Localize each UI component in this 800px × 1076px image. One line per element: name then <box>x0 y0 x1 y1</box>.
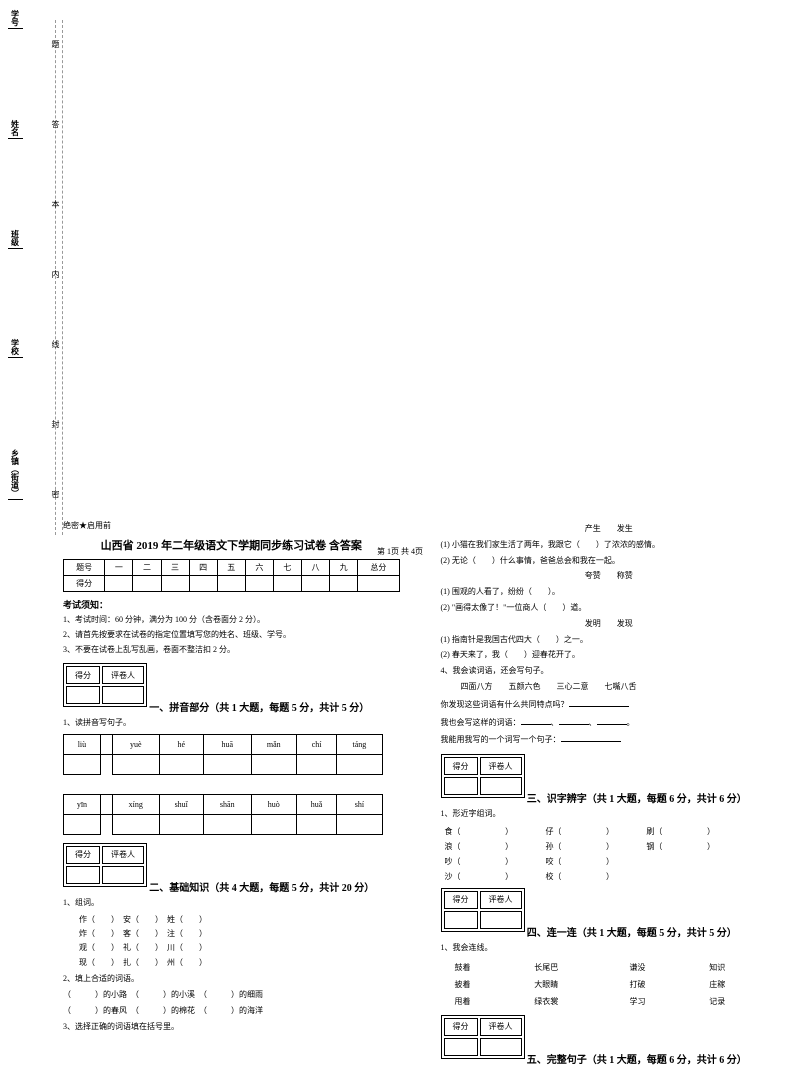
sec4-q1: 1、我会连线。 <box>441 942 778 955</box>
q4-l2: 我也会写这样的词语：、、。 <box>441 715 778 730</box>
sec2-title: 二、基础知识（共 4 大题，每题 5 分，共计 20 分） <box>149 883 374 894</box>
dash-ti: 题 <box>50 40 61 48</box>
dash-ben: 本 <box>50 200 61 208</box>
sec4-title: 四、连一连（共 1 大题，每题 5 分，共计 5 分） <box>527 928 737 939</box>
eval-box-2: 得分评卷人 <box>63 843 147 887</box>
r2-1: (1) 围观的人看了，纷纷（ ）。 <box>441 586 778 599</box>
side-xiangzhen: 乡镇（街道） <box>8 449 23 500</box>
pinyin-table: liùyuèhéhuāmǎnchítáng yīnxíngshuǐshānhuò… <box>63 734 383 835</box>
side-xuexiao: 学校 <box>8 339 23 358</box>
eval-box-4: 得分评卷人 <box>441 888 525 932</box>
fill-2: （ ）的春风 （ ）的棉花 （ ）的海洋 <box>63 1005 400 1018</box>
conn-table: 鼓着长尾巴谦没知识 披着大眼睛打破庄稼 甩着绿衣裳学习记录 <box>441 958 778 1011</box>
q4-l1: 你发现这些词语有什么共同特点吗？ <box>441 697 778 712</box>
dash-mi: 密 <box>50 490 61 498</box>
sec1-title: 一、拼音部分（共 1 大题，每题 5 分，共计 5 分） <box>149 703 369 714</box>
score-value-row: 得分 <box>64 576 400 592</box>
side-xingming: 姓名 <box>8 120 23 139</box>
sec2-q2: 2、填上合适的词语。 <box>63 973 400 986</box>
eval-box-1: 得分评卷人 <box>63 663 147 707</box>
notice-title: 考试须知： <box>63 598 400 611</box>
fill-1: （ ）的小路 （ ）的小溪 （ ）的细雨 <box>63 989 400 1002</box>
r3-2: (2) 春天来了，我（ ）迎春花开了。 <box>441 649 778 662</box>
side-banji: 班级 <box>8 230 23 249</box>
dash-xian: 线 <box>50 340 61 348</box>
left-column: 绝密★启用前 山西省 2019 年二年级语文下学期同步练习试卷 含答案 题号一二… <box>55 520 408 1066</box>
secret-label: 绝密★启用前 <box>63 520 400 531</box>
page-container: 绝密★启用前 山西省 2019 年二年级语文下学期同步练习试卷 含答案 题号一二… <box>0 500 800 1076</box>
r3-1: (1) 指南针是我国古代四大（ ）之一。 <box>441 634 778 647</box>
dash-da: 答 <box>50 120 61 128</box>
sidebar: 学号 姓名 班级 学校 乡镇（街道） <box>0 0 30 500</box>
q4-l3: 我能用我写的一个词写一个句子： <box>441 732 778 747</box>
dashed-line-2 <box>62 20 63 535</box>
q4-words: 四面八方 五颜六色 三心二意 七嘴八舌 <box>441 681 778 694</box>
r1-pair: 产生 发生 <box>441 523 778 536</box>
sec2-q1: 1、组词。 <box>63 897 400 910</box>
r2-pair: 夸赞 称赞 <box>441 570 778 583</box>
sec3-q1: 1、形近字组词。 <box>441 808 778 821</box>
notice-2: 2、请首先按要求在试卷的指定位置填写您的姓名、班级、学号。 <box>63 629 400 641</box>
sec2-q3: 3、选择正确的词语填在括号里。 <box>63 1021 400 1034</box>
dash-nei: 内 <box>50 270 61 278</box>
word-group-1: 作（ ） 安（ ） 姓（ ） 炸（ ） 客（ ） 注（ ） 观（ ） 礼（ ） … <box>63 913 400 971</box>
sec1-q1: 1、读拼音写句子。 <box>63 717 400 730</box>
score-table: 题号一二三四五六七八九总分 得分 <box>63 559 400 592</box>
right-column: 产生 发生 (1) 小猫在我们家生活了两年，我跟它（ ）了浓浓的感情。 (2) … <box>433 520 786 1066</box>
score-header-row: 题号一二三四五六七八九总分 <box>64 560 400 576</box>
dash-feng: 封 <box>50 420 61 428</box>
page-footer: 第 1页 共 4页 <box>0 546 800 557</box>
eval-box-3: 得分评卷人 <box>441 754 525 798</box>
eval-box-5: 得分评卷人 <box>441 1015 525 1059</box>
notice-3: 3、不要在试卷上乱写乱画，卷面不整洁扣 2 分。 <box>63 644 400 656</box>
sec5-title: 五、完整句子（共 1 大题，每题 6 分，共计 6 分） <box>527 1055 747 1066</box>
r3-pair: 发明 发现 <box>441 618 778 631</box>
notice-1: 1、考试时间：60 分钟，满分为 100 分（含卷面分 2 分）。 <box>63 614 400 626</box>
r2-2: (2) "画得太像了！"一位商人（ ）道。 <box>441 602 778 615</box>
q4: 4、我会读词语，还会写句子。 <box>441 665 778 678</box>
shape-table: 食（）仔（）刷（） 浪（）孙（）钢（） 吵（）咬（） 沙（）校（） <box>441 824 744 884</box>
side-xuehao: 学号 <box>8 10 23 29</box>
sec3-title: 三、识字辨字（共 1 大题，每题 6 分，共计 6 分） <box>527 794 747 805</box>
